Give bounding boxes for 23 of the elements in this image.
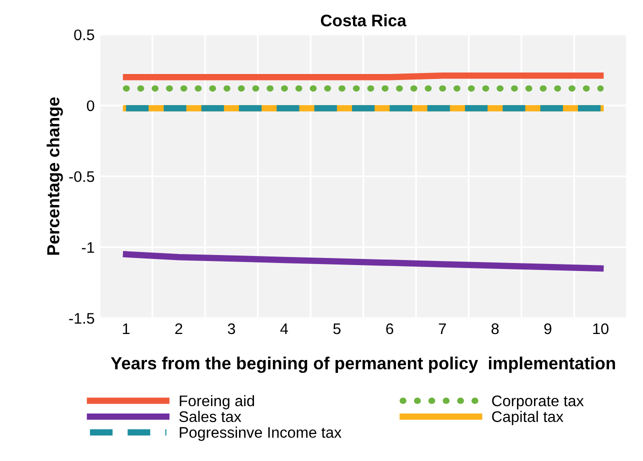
legend-label: Corporate tax [492, 395, 584, 410]
x-tick-label: 7 [438, 324, 446, 334]
x-tick-label: 9 [544, 323, 552, 334]
x-tick-label: 2 [175, 323, 182, 334]
x-tick-label: 3 [228, 323, 236, 334]
y-tick-label: 0 [86, 100, 94, 112]
x-tick-label: 1 [122, 324, 130, 334]
x-tick-label: 10 [593, 323, 608, 334]
y-tick-label: -0.5 [69, 171, 94, 182]
x-axis-title: Years from the begining of permanent policy implementation [110, 356, 615, 373]
legend-label: Capital tax [492, 410, 564, 426]
legend-label: Sales tax [179, 410, 242, 422]
x-tick-label: 6 [386, 323, 394, 334]
y-tick-label: 0.5 [74, 29, 94, 40]
legend-label: Pogressinve Income tax [180, 426, 342, 441]
legend-label: Foreing aid [180, 395, 254, 410]
x-tick-label: 8 [492, 323, 499, 334]
y-tick-label: -1.5 [69, 313, 94, 324]
y-axis-title: Percentage change [46, 97, 63, 255]
chart-title: Costa Rica [320, 14, 406, 26]
y-tick-label: -1 [82, 242, 94, 253]
x-tick-label: 5 [333, 324, 341, 334]
x-tick-label: 4 [280, 324, 288, 334]
